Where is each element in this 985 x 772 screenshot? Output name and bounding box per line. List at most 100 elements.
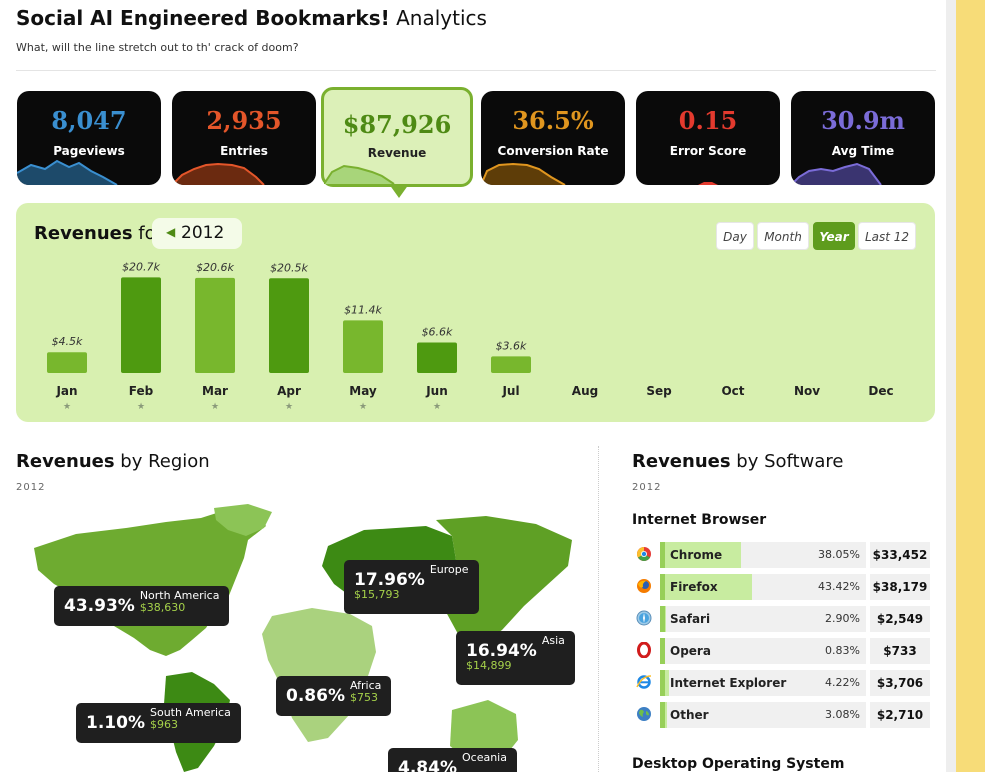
- kpi-conversion-rate[interactable]: 36.5% Conversion Rate: [481, 91, 625, 185]
- share-bar-track: [660, 638, 866, 664]
- star-icon[interactable]: ★: [137, 402, 145, 412]
- globe-icon: [637, 707, 651, 721]
- region-amount: $753: [349, 691, 378, 704]
- bar-value-label: $3.6k: [496, 339, 527, 352]
- bar-value-label: $20.5k: [270, 261, 308, 274]
- month-label: Jun: [425, 384, 448, 398]
- revenue-bar-mar[interactable]: [195, 277, 235, 373]
- browser-pct: 0.83%: [825, 644, 860, 657]
- month-label: Sep: [646, 384, 672, 398]
- kpi-sparkline: [172, 162, 265, 185]
- region-year: 2012: [16, 482, 46, 493]
- period-last12-button[interactable]: Last 12: [858, 222, 916, 250]
- region-pct: 43.93%: [64, 596, 135, 616]
- bar-value-label: $6.6k: [422, 326, 453, 339]
- browser-row-other[interactable]: Other 3.08% $2,710: [632, 702, 930, 728]
- kpi-revenue[interactable]: $87,926 Revenue: [321, 87, 473, 187]
- kpi-entries[interactable]: 2,935 Entries: [172, 91, 316, 185]
- os-subtitle: Desktop Operating System: [632, 756, 845, 772]
- kpi-label: Pageviews: [53, 144, 125, 158]
- region-pct: 0.86%: [286, 686, 345, 706]
- map-africa: [262, 608, 376, 742]
- period-year-button[interactable]: Year: [813, 222, 855, 250]
- revenue-bar-feb[interactable]: [121, 277, 161, 373]
- region-section-title: Revenues by Region: [16, 451, 210, 472]
- star-icon[interactable]: ★: [359, 402, 367, 412]
- browser-row-firefox[interactable]: Firefox 43.42% $38,179: [632, 574, 930, 600]
- region-callout-europe[interactable]: 17.96% Europe $15,793: [344, 560, 479, 614]
- previous-year-icon[interactable]: ◀: [166, 225, 176, 239]
- bar-value-label: $11.4k: [344, 303, 382, 316]
- page-title: Social AI Engineered Bookmarks! Analytic…: [16, 6, 487, 30]
- browser-amount: $2,549: [870, 606, 930, 632]
- scroll-gutter: [946, 0, 956, 772]
- region-callout-north-america[interactable]: 43.93% North America $38,630: [54, 586, 230, 626]
- bar-value-label: $4.5k: [52, 335, 83, 348]
- browser-pct: 2.90%: [825, 612, 860, 625]
- month-label: Apr: [277, 384, 301, 398]
- region-pct: 1.10%: [86, 713, 145, 733]
- region-name: Europe: [429, 563, 469, 576]
- browser-amount: $733: [870, 638, 930, 664]
- kpi-avg-time[interactable]: 30.9m Avg Time: [791, 91, 935, 185]
- browser-row-chrome[interactable]: Chrome 38.05% $33,452: [632, 542, 930, 568]
- kpi-selection-arrow: [389, 184, 409, 198]
- period-day-button[interactable]: Day: [716, 222, 754, 250]
- region-callout-oceania[interactable]: 4.84% Oceania: [388, 748, 517, 772]
- month-label: Feb: [129, 384, 154, 398]
- page-subtitle: What, will the line stretch out to th' c…: [16, 41, 299, 54]
- firefox-icon: [637, 579, 651, 593]
- browser-name: Chrome: [670, 548, 723, 562]
- share-bar-track: [660, 702, 866, 728]
- browser-pct: 43.42%: [818, 580, 860, 593]
- kpi-label: Revenue: [367, 146, 427, 160]
- year-selector[interactable]: ◀ 2012: [152, 218, 242, 249]
- map-north-america: [34, 510, 266, 656]
- revenue-bar-may[interactable]: [343, 320, 383, 373]
- share-bar-fill: [660, 542, 741, 568]
- region-name: Asia: [541, 634, 565, 647]
- revenue-bar-jun[interactable]: [417, 342, 457, 373]
- kpi-value: 2,935: [206, 106, 282, 135]
- region-callout-asia[interactable]: 16.94% Asia $14,899: [456, 631, 575, 685]
- month-label: Nov: [794, 384, 820, 398]
- browser-amount: $33,452: [870, 542, 930, 568]
- browser-row-internet-explorer[interactable]: Internet Explorer 4.22% $3,706: [632, 670, 930, 696]
- star-icon[interactable]: ★: [63, 402, 71, 412]
- region-pct: 4.84%: [398, 758, 457, 772]
- map-greenland: [214, 504, 272, 536]
- region-callout-south-america[interactable]: 1.10% South America $963: [76, 703, 241, 743]
- star-icon[interactable]: ★: [285, 402, 293, 412]
- region-amount: $14,899: [466, 659, 512, 672]
- year-value: 2012: [181, 223, 225, 243]
- revenue-bar-jan[interactable]: [47, 352, 87, 373]
- month-label: Jan: [55, 384, 77, 398]
- map-oceania: [450, 700, 518, 762]
- safari-icon: [636, 610, 652, 626]
- browser-row-safari[interactable]: Safari 2.90% $2,549: [632, 606, 930, 632]
- kpi-sparkline: [791, 162, 882, 185]
- browser-amount: $3,706: [870, 670, 930, 696]
- month-label: Jul: [501, 384, 519, 398]
- browser-name: Internet Explorer: [670, 676, 787, 690]
- kpi-sparkline: [324, 164, 395, 184]
- kpi-error-score[interactable]: 0.15 Error Score: [636, 91, 780, 185]
- kpi-pageviews[interactable]: 8,047 Pageviews: [17, 91, 161, 185]
- browser-row-opera[interactable]: Opera 0.83% $733: [632, 638, 930, 664]
- star-icon[interactable]: ★: [211, 402, 219, 412]
- bar-value-label: $20.6k: [196, 261, 234, 274]
- period-month-button[interactable]: Month: [757, 222, 809, 250]
- chrome-icon: [637, 547, 651, 561]
- browser-amount: $38,179: [870, 574, 930, 600]
- region-name: Oceania: [461, 751, 507, 764]
- revenue-bar-apr[interactable]: [269, 278, 309, 373]
- star-icon[interactable]: ★: [433, 402, 441, 412]
- kpi-label: Entries: [220, 144, 268, 158]
- revenue-bar-jul[interactable]: [491, 356, 531, 373]
- kpi-label: Conversion Rate: [497, 144, 609, 158]
- share-bar-track: [660, 606, 866, 632]
- region-pct: 17.96%: [354, 570, 425, 590]
- region-amount: $963: [149, 718, 178, 731]
- region-callout-africa[interactable]: 0.86% Africa $753: [276, 676, 392, 716]
- browser-name: Other: [670, 708, 709, 722]
